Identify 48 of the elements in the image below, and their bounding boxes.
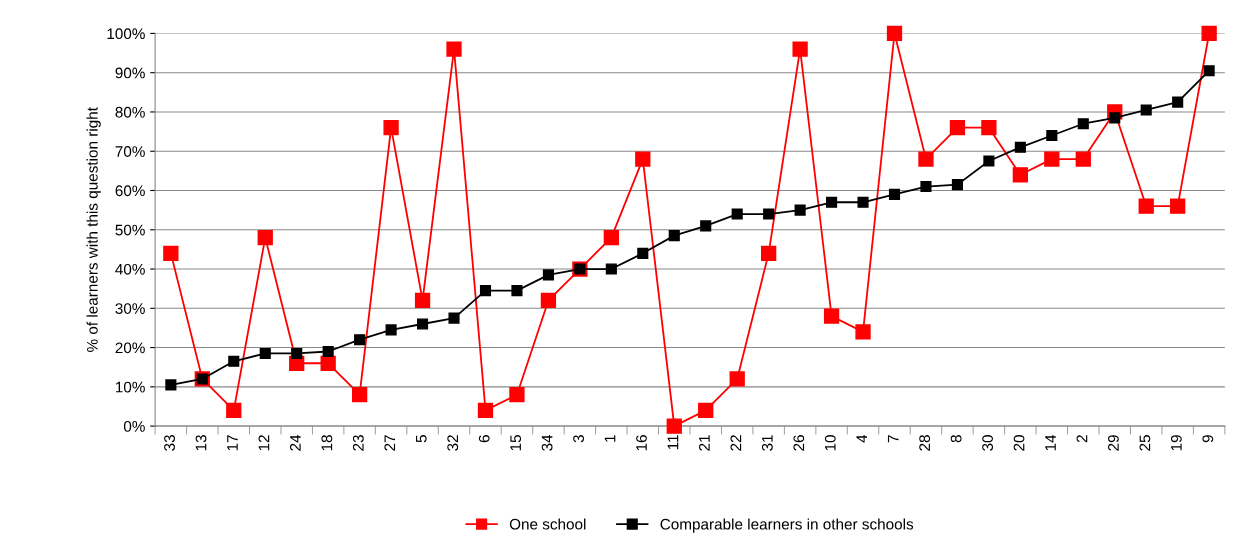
x-tick-label: 29 (1108, 435, 1119, 451)
x-tick-label: 34 (541, 434, 553, 451)
x-tick-label: 12 (258, 435, 270, 451)
x-tick-label: 18 (321, 435, 333, 451)
x-tick-label: 16 (636, 435, 647, 451)
x-tick-label: 13 (195, 435, 207, 451)
x-tick-label: 15 (510, 435, 522, 451)
x-tick-label: 10 (824, 435, 836, 451)
y-tick-label: 80% (115, 106, 145, 118)
y-tick-label: 50% (115, 224, 145, 236)
x-tick-label: 28 (919, 435, 931, 451)
x-tick-label: 30 (982, 435, 993, 451)
x-tick-label: 27 (384, 435, 396, 451)
x-tick-label: 19 (1170, 435, 1182, 451)
x-tick-label: 21 (699, 435, 710, 451)
x-tick-label: 3 (573, 435, 584, 443)
x-tick-label: 11 (667, 435, 679, 450)
x-tick-label: 20 (1013, 435, 1025, 451)
y-tick-label: 30% (115, 303, 145, 314)
x-tick-label: 1 (604, 435, 616, 442)
y-tick-label: 20% (115, 342, 145, 354)
legend-label: Comparable learners in other schools (660, 518, 914, 533)
x-tick-label: 26 (793, 435, 805, 451)
y-tick-label: 10% (115, 381, 145, 393)
x-tick-label: 5 (416, 435, 427, 443)
x-tick-label: 23 (352, 435, 364, 451)
y-tick-label: 100% (107, 28, 145, 40)
y-tick-label: 0% (123, 420, 145, 432)
x-tick-label: 6 (478, 435, 490, 443)
x-tick-label: 25 (1139, 435, 1151, 451)
y-axis-title: % of learners with this question right (86, 107, 101, 352)
x-tick-label: 2 (1076, 435, 1088, 443)
x-tick-label: 9 (1202, 435, 1214, 443)
x-tick-label: 33 (164, 435, 175, 451)
y-tick-label: 90% (115, 67, 145, 79)
x-tick-label: 24 (289, 434, 301, 451)
y-tick-label: 40% (115, 263, 145, 275)
x-tick-label: 32 (447, 435, 459, 451)
y-tick-label: 60% (115, 185, 145, 197)
legend-label: One school (509, 518, 586, 530)
x-tick-label: 22 (730, 435, 742, 451)
x-tick-label: 4 (856, 434, 867, 443)
x-tick-label: 14 (1045, 434, 1056, 451)
x-tick-label: 31 (761, 435, 773, 451)
y-tick-label: 70% (115, 146, 145, 157)
x-tick-label: 7 (887, 435, 899, 443)
x-tick-label: 17 (227, 435, 238, 451)
x-tick-label: 8 (950, 435, 962, 443)
